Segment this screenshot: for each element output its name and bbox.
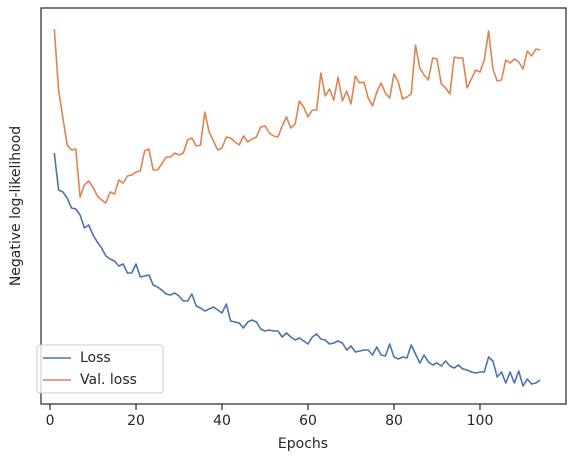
- x-tick-label: 60: [299, 413, 317, 429]
- y-axis-label: Negative log-likelihood: [8, 126, 24, 286]
- x-tick-label: 0: [46, 413, 55, 429]
- legend-label: Loss: [80, 350, 111, 366]
- x-tick-label: 20: [127, 413, 145, 429]
- plot-frame: [40, 7, 567, 405]
- legend-box: [36, 344, 164, 394]
- x-tick-label: 100: [467, 413, 494, 429]
- line-series: [53, 28, 541, 204]
- line-series: [53, 152, 541, 387]
- x-tick-label: 40: [213, 413, 231, 429]
- x-tick-label: 80: [385, 413, 403, 429]
- x-axis-label: Epochs: [278, 436, 328, 452]
- legend-label: Val. loss: [80, 372, 137, 388]
